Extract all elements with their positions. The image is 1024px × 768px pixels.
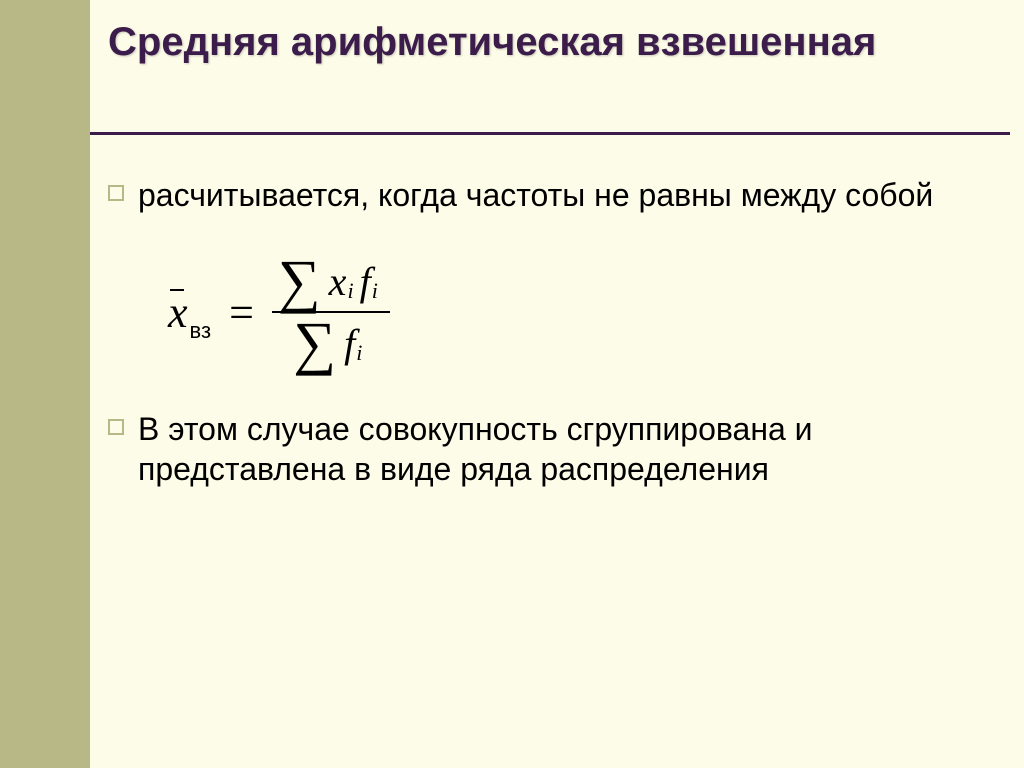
num-var-f: f xyxy=(360,258,371,305)
lhs-subscript: вз xyxy=(190,318,212,344)
bullet-text-1: расчитывается, когда частоты не равны ме… xyxy=(138,175,933,215)
numerator: ∑ x i f i xyxy=(272,255,390,307)
bullet-item-2: В этом случае совокупность сгруппирована… xyxy=(108,409,968,489)
num-sub-i2: i xyxy=(372,278,378,304)
num-var-x: x xyxy=(329,258,347,305)
bullet-item-1: расчитывается, когда частоты не равны ме… xyxy=(108,175,968,215)
fraction: ∑ x i f i ∑ f i xyxy=(272,255,390,369)
den-sub-i: i xyxy=(356,340,362,366)
lhs-var: x xyxy=(168,288,188,337)
formula-block: x вз = ∑ x i f i ∑ f i xyxy=(168,255,968,369)
bullet-text-2: В этом случае совокупность сгруппирована… xyxy=(138,409,968,489)
sigma-icon: ∑ xyxy=(278,257,321,305)
sigma-icon: ∑ xyxy=(293,319,336,367)
weighted-mean-formula: x вз = ∑ x i f i ∑ f i xyxy=(168,255,968,369)
den-var-f: f xyxy=(344,320,355,367)
num-sub-i1: i xyxy=(347,278,353,304)
equals-sign: = xyxy=(229,287,254,338)
x-bar: x xyxy=(168,287,188,338)
sidebar-accent xyxy=(0,0,90,768)
formula-lhs: x вз xyxy=(168,287,211,338)
slide-title: Средняя арифметическая взвешенная xyxy=(108,18,988,66)
bullet-square-icon xyxy=(108,419,124,435)
title-block: Средняя арифметическая взвешенная xyxy=(108,18,988,66)
content-area: расчитывается, когда частоты не равны ме… xyxy=(108,175,968,509)
bullet-square-icon xyxy=(108,185,124,201)
title-underline xyxy=(90,132,1010,135)
denominator: ∑ f i xyxy=(287,317,374,369)
